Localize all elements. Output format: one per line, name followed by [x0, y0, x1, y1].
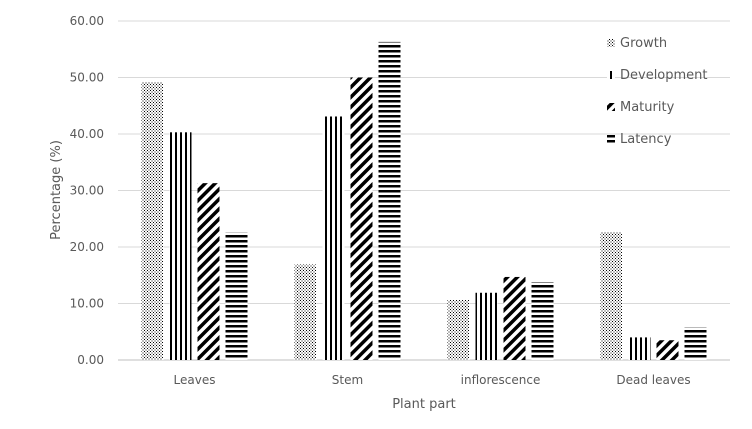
y-tick-label: 60.00 [70, 14, 104, 28]
bar-development-leaves [169, 132, 192, 360]
bar-development-dead-leaves [628, 337, 651, 360]
bar-latency-inflorescence [531, 282, 554, 360]
x-tick-label: Dead leaves [616, 373, 690, 387]
bar-growth-dead-leaves [600, 232, 623, 360]
x-tick-label: Leaves [174, 373, 216, 387]
y-tick-label: 30.00 [70, 184, 104, 198]
legend-swatch-development [607, 71, 615, 79]
legend-swatch-maturity [607, 103, 615, 111]
bar-development-inflorescence [475, 292, 498, 360]
legend-label-development: Development [620, 68, 708, 83]
bar-latency-stem [378, 41, 401, 360]
bar-maturity-stem [350, 77, 373, 360]
x-tick-label: inflorescence [461, 373, 541, 387]
bar-maturity-leaves [197, 183, 220, 360]
legend-swatch-latency [607, 135, 615, 143]
bar-growth-inflorescence [447, 299, 470, 360]
bars [141, 41, 707, 361]
legend: Growth Development Maturity Latency [607, 36, 708, 147]
y-tick-label: 20.00 [70, 240, 104, 254]
legend-swatch-growth [607, 39, 615, 47]
legend-label-latency: Latency [620, 132, 672, 147]
bar-latency-leaves [225, 232, 248, 360]
y-tick-label: 40.00 [70, 127, 104, 141]
bar-growth-stem [294, 264, 317, 360]
bar-growth-leaves [141, 82, 164, 361]
legend-label-growth: Growth [620, 36, 667, 51]
tick-labels: 0.00 10.00 20.00 30.00 40.00 50.00 60.00 Leaves… [70, 14, 691, 387]
bar-maturity-inflorescence [503, 276, 526, 360]
y-axis-title: Percentage (%) [49, 140, 64, 240]
bar-development-stem [322, 116, 345, 360]
gridlines [118, 20, 730, 361]
bar-latency-dead-leaves [684, 327, 707, 360]
y-tick-label: 0.00 [77, 353, 104, 367]
bar-maturity-dead-leaves [656, 340, 679, 360]
x-axis-title: Plant part [392, 397, 456, 412]
y-tick-label: 50.00 [70, 71, 104, 85]
legend-label-maturity: Maturity [620, 100, 675, 115]
y-tick-label: 10.00 [70, 297, 104, 311]
x-tick-label: Stem [332, 373, 363, 387]
